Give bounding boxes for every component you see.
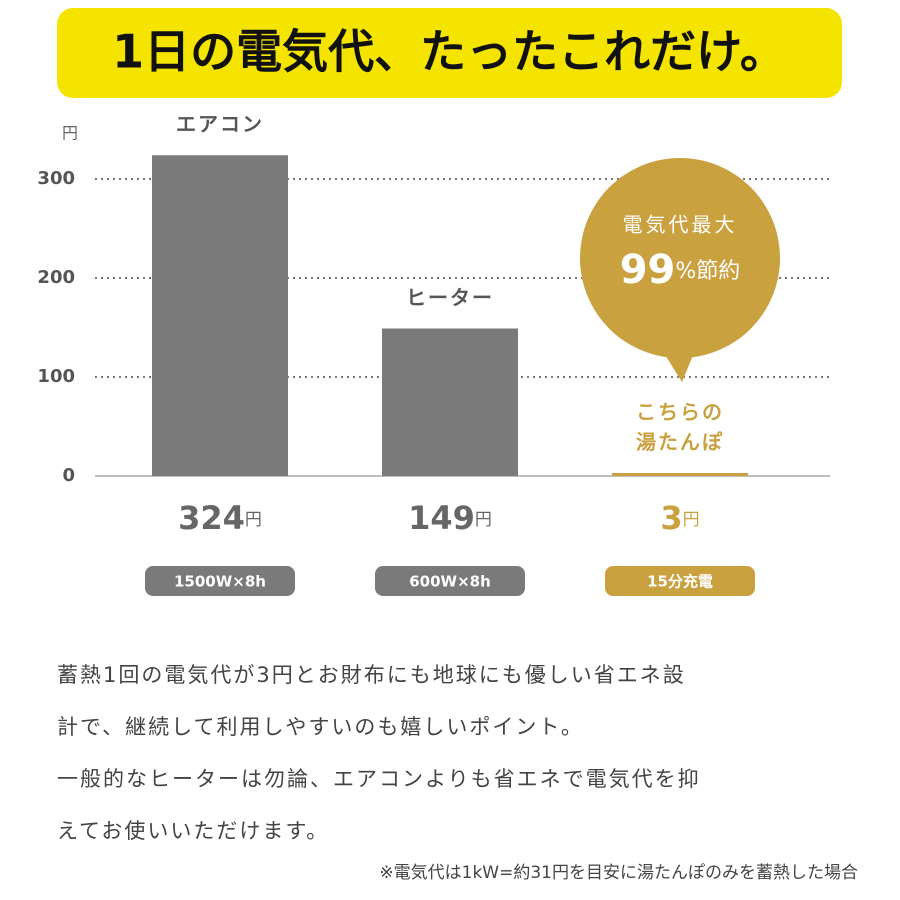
body-line: 計で、継続して利用しやすいのも嬉しいポイント。 [57,715,584,739]
category-label: こちらの湯たんぽ [636,400,724,454]
y-axis-label: 円 [62,124,78,143]
condition-label: 1500W×8h [174,573,266,591]
bar [382,328,518,476]
callout: 電気代最大 99%節約 [580,158,780,382]
body-text: 蓄熱1回の電気代が3円とお財布にも地球にも優しい省エネ設計で、継続して利用しやす… [57,663,701,843]
value-label: 3円 [660,499,699,537]
bar [152,155,288,477]
y-tick-label: 100 [37,366,75,387]
y-tick-label: 0 [62,465,75,486]
body-line: えてお使いいただけます。 [57,819,329,843]
bar [612,473,748,476]
y-tick-label: 300 [37,168,75,189]
footnote: ※電気代は1kW=約31円を目安に湯たんぽのみを蓄熱した場合 [379,863,858,883]
title-box [57,8,842,98]
callout-bubble [580,158,780,358]
chart-title: 1日の電気代、たったこれだけ。 [112,25,786,79]
callout-tail [662,348,696,382]
condition-label: 15分充電 [647,573,713,591]
value-label: 149円 [408,499,492,537]
body-line: 一般的なヒーターは勿論、エアコンよりも省エネで電気代を抑 [57,767,701,791]
category-label: エアコン [176,112,264,136]
condition-badge [145,566,295,596]
bars: エアコン 324円 1500W×8h ヒーター 149円 600W×8h こちらの湯たんぽ 3… [145,112,755,596]
y-tick-label: 200 [37,267,75,288]
condition-label: 600W×8h [409,573,491,591]
category-label: ヒーター [406,285,494,309]
callout-line2: 99%節約 [620,247,741,293]
callout-line1: 電気代最大 [623,213,738,237]
condition-badge [605,566,755,596]
value-label: 324円 [178,499,262,537]
body-line: 蓄熱1回の電気代が3円とお財布にも地球にも優しい省エネ設 [57,663,686,687]
condition-badge [375,566,525,596]
